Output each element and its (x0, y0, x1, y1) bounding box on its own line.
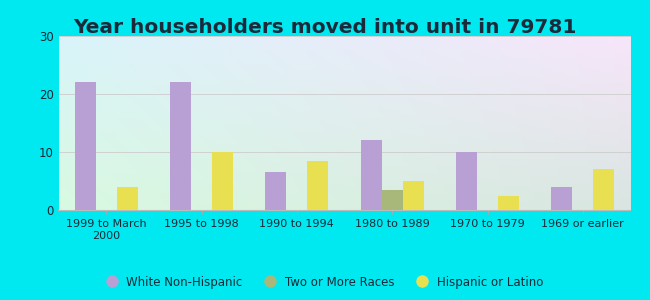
Bar (456, 152, 477, 210)
Bar (382, 190, 402, 210)
Bar (593, 169, 614, 210)
Bar (402, 181, 424, 210)
Bar (75, 82, 96, 210)
Bar (170, 82, 191, 210)
Text: Year householders moved into unit in 79781: Year householders moved into unit in 797… (73, 18, 577, 37)
Bar (361, 140, 382, 210)
Bar (551, 187, 573, 210)
Bar (265, 172, 287, 210)
Legend: White Non-Hispanic, Two or More Races, Hispanic or Latino: White Non-Hispanic, Two or More Races, H… (102, 272, 548, 294)
Bar (116, 187, 138, 210)
Bar (498, 196, 519, 210)
Bar (307, 161, 328, 210)
Bar (212, 152, 233, 210)
